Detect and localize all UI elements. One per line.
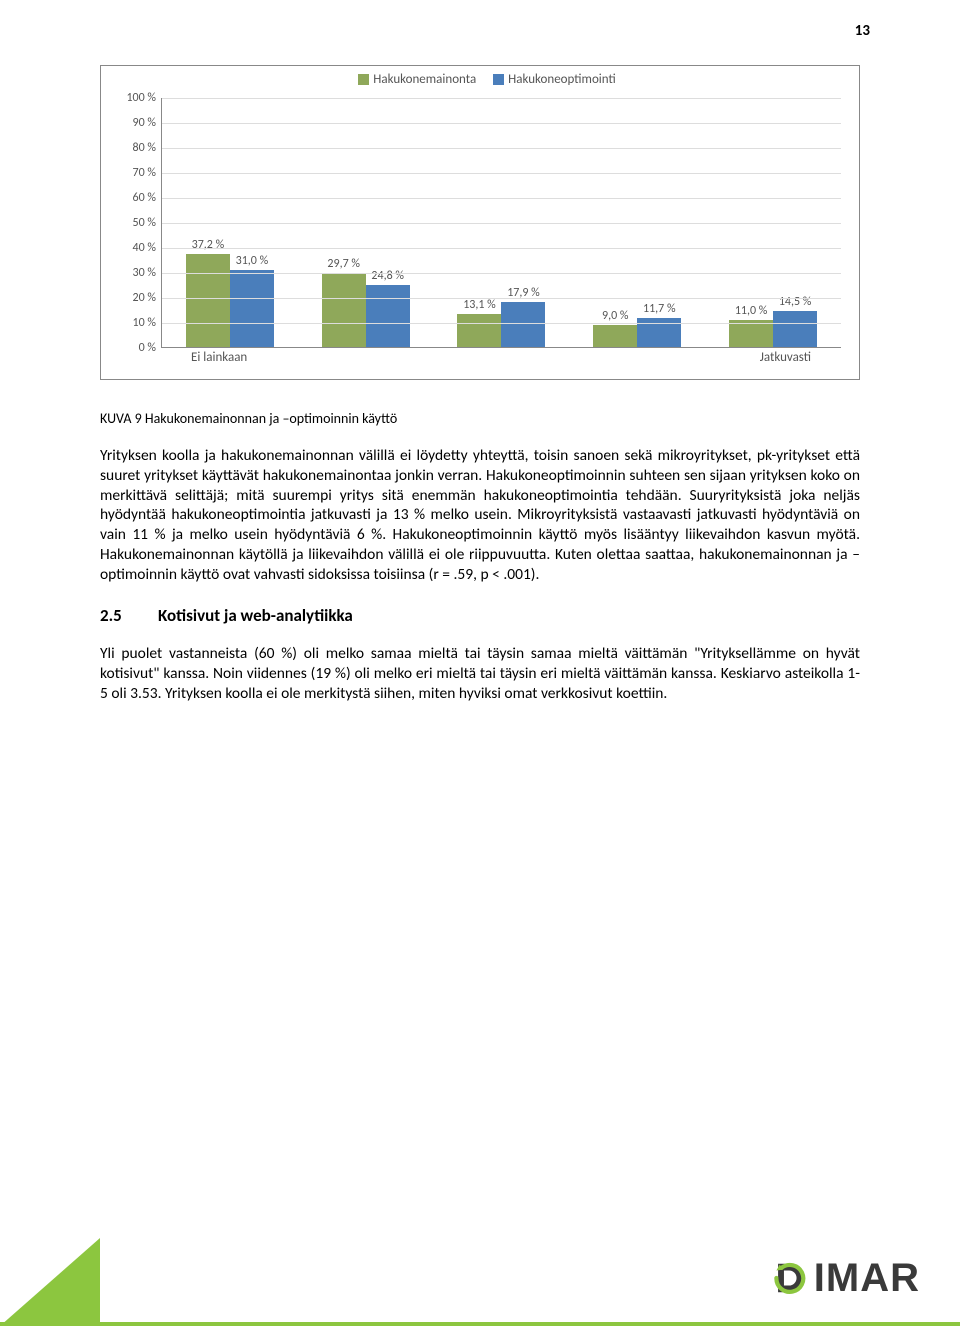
bar: 13,1 % bbox=[457, 314, 501, 347]
legend-label-2: Hakukoneoptimointi bbox=[508, 72, 616, 87]
heading-title: Kotisivut ja web-analytiikka bbox=[158, 605, 353, 626]
bar-value-label: 11,7 % bbox=[643, 302, 676, 316]
page-footer: IMAR bbox=[0, 1238, 960, 1326]
paragraph-2: Yli puolet vastanneista (60 %) oli melko… bbox=[100, 644, 860, 703]
bar: 37,2 % bbox=[186, 254, 230, 347]
bar-value-label: 9,0 % bbox=[602, 309, 628, 323]
y-tick-label: 100 % bbox=[126, 91, 156, 105]
y-tick-label: 10 % bbox=[133, 316, 156, 330]
logo-text: IMAR bbox=[814, 1256, 920, 1301]
y-tick-label: 60 % bbox=[133, 191, 156, 205]
grid-line bbox=[162, 98, 841, 99]
chart-plot-area: 37,2 %31,0 %29,7 %24,8 %13,1 %17,9 %9,0 … bbox=[161, 98, 841, 348]
legend-swatch-2 bbox=[493, 74, 504, 85]
bar-value-label: 31,0 % bbox=[236, 254, 269, 268]
legend-swatch-1 bbox=[358, 74, 369, 85]
page-number: 13 bbox=[855, 22, 870, 40]
bar-value-label: 37,2 % bbox=[192, 238, 225, 252]
y-tick-label: 80 % bbox=[133, 141, 156, 155]
y-tick-label: 0 % bbox=[139, 341, 156, 355]
heading-number: 2.5 bbox=[100, 605, 158, 627]
grid-line bbox=[162, 198, 841, 199]
chart-container: Hakukonemainonta Hakukoneoptimointi 37,2… bbox=[100, 65, 860, 380]
figure-caption: KUVA 9 Hakukonemainonnan ja –optimoinnin… bbox=[100, 410, 860, 428]
section-heading: 2.5Kotisivut ja web-analytiikka bbox=[100, 605, 860, 627]
paragraph-1: Yrityksen koolla ja hakukonemainonnan vä… bbox=[100, 446, 860, 585]
bar-value-label: 14,5 % bbox=[779, 295, 812, 309]
y-tick-label: 90 % bbox=[133, 116, 156, 130]
x-label-left: Ei lainkaan bbox=[191, 350, 247, 365]
chart-legend: Hakukonemainonta Hakukoneoptimointi bbox=[101, 72, 859, 87]
grid-line bbox=[162, 173, 841, 174]
bar-value-label: 29,7 % bbox=[327, 257, 360, 271]
bar-value-label: 24,8 % bbox=[371, 269, 404, 283]
bar: 17,9 % bbox=[501, 302, 545, 347]
y-tick-label: 40 % bbox=[133, 241, 156, 255]
footer-triangle bbox=[0, 1238, 100, 1326]
bar: 9,0 % bbox=[593, 325, 637, 348]
grid-line bbox=[162, 123, 841, 124]
dimar-logo: IMAR bbox=[768, 1256, 920, 1301]
bar-value-label: 11,0 % bbox=[735, 304, 768, 318]
grid-line bbox=[162, 273, 841, 274]
legend-label-1: Hakukonemainonta bbox=[373, 72, 476, 87]
y-tick-label: 30 % bbox=[133, 266, 156, 280]
bar: 31,0 % bbox=[230, 270, 274, 348]
bar: 29,7 % bbox=[322, 273, 366, 347]
footer-baseline bbox=[0, 1322, 960, 1326]
grid-line bbox=[162, 248, 841, 249]
grid-line bbox=[162, 148, 841, 149]
grid-line bbox=[162, 223, 841, 224]
y-tick-label: 20 % bbox=[133, 291, 156, 305]
bar: 14,5 % bbox=[773, 311, 817, 347]
grid-line bbox=[162, 298, 841, 299]
x-label-right: Jatkuvasti bbox=[760, 350, 811, 365]
y-tick-label: 70 % bbox=[133, 166, 156, 180]
bar: 24,8 % bbox=[366, 285, 410, 347]
body-content: KUVA 9 Hakukonemainonnan ja –optimoinnin… bbox=[100, 410, 860, 722]
logo-d-icon bbox=[768, 1257, 810, 1299]
grid-line bbox=[162, 323, 841, 324]
chart-x-axis: Ei lainkaan Jatkuvasti bbox=[161, 350, 841, 365]
bar-value-label: 13,1 % bbox=[463, 298, 496, 312]
y-tick-label: 50 % bbox=[133, 216, 156, 230]
